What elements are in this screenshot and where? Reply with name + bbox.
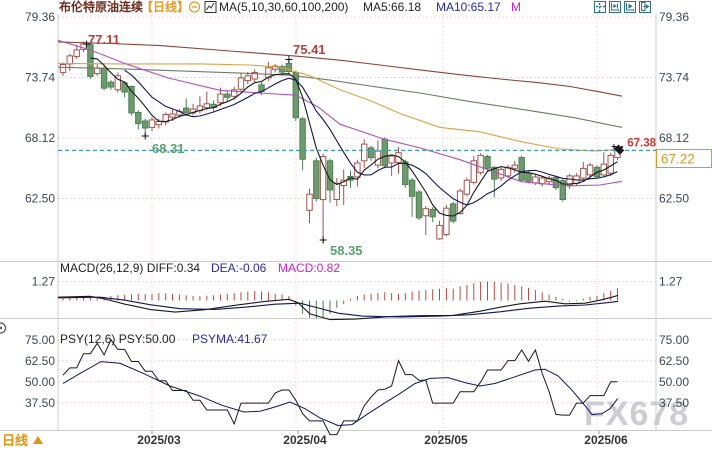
- svg-text:日线: 日线: [2, 433, 28, 448]
- svg-text:58.35: 58.35: [330, 243, 363, 258]
- svg-text:PSYMA:41.67: PSYMA:41.67: [192, 332, 268, 346]
- svg-text:2025/04: 2025/04: [283, 433, 327, 447]
- svg-text:2025/05: 2025/05: [424, 433, 468, 447]
- svg-text:M: M: [511, 0, 521, 14]
- svg-text:73.74: 73.74: [25, 70, 55, 84]
- svg-text:62.50: 62.50: [25, 191, 55, 205]
- svg-text:37.50: 37.50: [659, 396, 689, 410]
- svg-text:MA5:66.18: MA5:66.18: [363, 0, 421, 14]
- svg-text:75.00: 75.00: [25, 333, 55, 347]
- svg-text:68.12: 68.12: [659, 131, 689, 145]
- svg-text:67.38: 67.38: [627, 138, 656, 150]
- svg-text:2025/06: 2025/06: [584, 433, 628, 447]
- svg-text:62.50: 62.50: [659, 191, 689, 205]
- svg-text:PSY(12,6) PSY:50.00: PSY(12,6) PSY:50.00: [60, 332, 176, 346]
- svg-text:1.27: 1.27: [659, 275, 683, 289]
- svg-text:1.27: 1.27: [32, 275, 56, 289]
- svg-text:2025/03: 2025/03: [137, 433, 181, 447]
- svg-text:68.12: 68.12: [25, 131, 55, 145]
- svg-text:DEA:-0.06: DEA:-0.06: [211, 261, 267, 275]
- svg-text:【日线】: 【日线】: [141, 0, 189, 14]
- svg-text:75.41: 75.41: [293, 42, 326, 57]
- svg-text:62.50: 62.50: [659, 354, 689, 368]
- svg-text:布伦特原油连续: 布伦特原油连续: [59, 0, 143, 14]
- svg-text:62.50: 62.50: [25, 354, 55, 368]
- svg-text:MACD:0.82: MACD:0.82: [278, 261, 340, 275]
- svg-text:79.36: 79.36: [659, 10, 689, 24]
- svg-text:37.50: 37.50: [25, 396, 55, 410]
- svg-text:67.22: 67.22: [661, 152, 695, 167]
- svg-text:73.74: 73.74: [659, 70, 689, 84]
- svg-text:75.00: 75.00: [659, 333, 689, 347]
- svg-text:50.00: 50.00: [25, 375, 55, 389]
- svg-text:68.31: 68.31: [152, 141, 185, 156]
- svg-text:77.11: 77.11: [88, 32, 120, 47]
- svg-text:MACD(26,12,9) DIFF:0.34: MACD(26,12,9) DIFF:0.34: [60, 261, 200, 275]
- svg-text:50.00: 50.00: [659, 375, 689, 389]
- svg-text:MA(5,10,30,60,100,200): MA(5,10,30,60,100,200): [219, 0, 348, 14]
- svg-text:MA10:65.17: MA10:65.17: [436, 0, 501, 14]
- svg-text:79.36: 79.36: [25, 10, 55, 24]
